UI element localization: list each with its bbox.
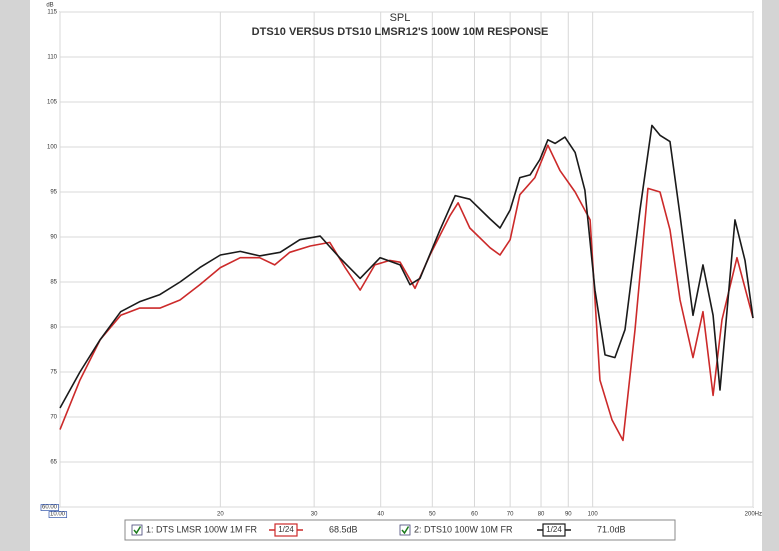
legend-smoothing-box: [274, 523, 298, 537]
y-unit: dB: [46, 3, 53, 9]
tick-box: [48, 511, 68, 518]
legend-label: 1: DTS LMSR 100W 1M FR: [146, 524, 258, 534]
tick-box: [40, 504, 60, 511]
x-tick-label: 100: [588, 512, 599, 518]
x-tick-label: 60: [471, 512, 478, 518]
legend-level: 71.0dB: [597, 524, 626, 534]
y-tick-label: 65: [50, 460, 57, 466]
x-tick-label: 20: [217, 512, 224, 518]
x-tick-label: 40: [377, 512, 384, 518]
legend-smoothing: 1/24: [546, 525, 562, 534]
y-tick-label: 90: [50, 235, 57, 241]
chart-title: SPL: [390, 12, 411, 24]
x-tick-label: 90: [565, 512, 572, 518]
legend-smoothing: 1/24: [278, 525, 294, 534]
y-tick-label: 60.00: [42, 505, 58, 511]
series-line: [59, 144, 754, 442]
chart-subtitle: DTS10 VERSUS DTS10 LMSR12'S 100W 10M RES…: [252, 26, 549, 38]
y-tick-label: 105: [47, 100, 58, 106]
y-tick-label: 85: [50, 280, 57, 286]
labels: 60.00 65 70 75 80 85 90 95 100 105 110 115 10.00 20 30…: [40, 10, 762, 518]
legend-items: 1: DTS LMSR 100W 1M FR 1/24 68.5dB 2: DTS10…: [131, 523, 626, 537]
y-tick-label: 75: [50, 370, 57, 376]
y-tick-label: 100: [47, 145, 58, 151]
x-tick-label: 10.00: [50, 512, 66, 518]
series-line: [59, 124, 754, 409]
y-tick-label: 80: [50, 325, 57, 331]
legend-label: 2: DTS10 100W 10M FR: [414, 524, 513, 534]
y-tick-label: 70: [50, 415, 57, 421]
legend-level: 68.5dB: [329, 524, 358, 534]
y-tick-label: 110: [47, 55, 57, 61]
legend-checkbox: [399, 524, 411, 536]
legend-check: [401, 526, 410, 535]
x-tick-label: 80: [538, 512, 545, 518]
legend-smoothing-box: [542, 523, 566, 537]
x-tick-label: 200Hz: [745, 512, 762, 518]
lines: [59, 124, 754, 442]
y-tick-label: 115: [47, 10, 57, 16]
x-tick-label: 70: [507, 512, 514, 518]
legend-checkbox: [131, 524, 143, 536]
plot-area: [59, 11, 754, 508]
x-tick-label: 30: [311, 512, 318, 518]
x-tick-label: 50: [429, 512, 436, 518]
legend-check: [133, 526, 142, 535]
y-tick-label: 95: [50, 190, 57, 196]
